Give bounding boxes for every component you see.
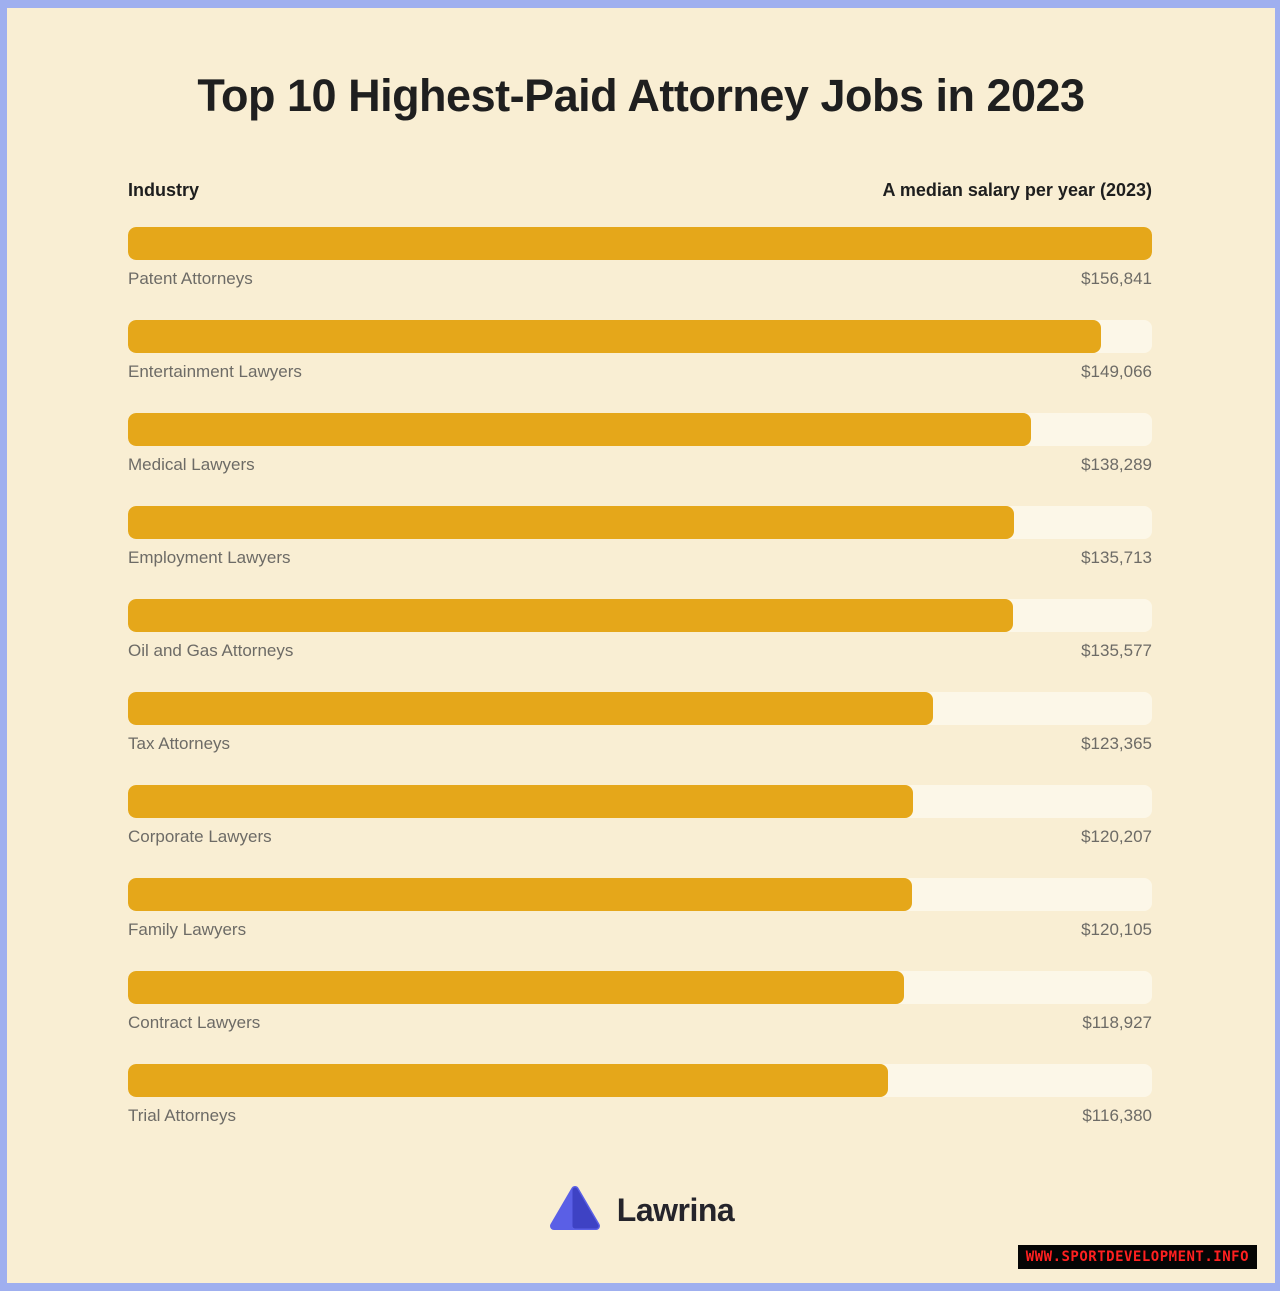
- salary-bar: [128, 413, 1031, 446]
- bar-row: Corporate Lawyers $120,207: [128, 785, 1152, 847]
- salary-bar: [128, 878, 913, 911]
- salary-bar: [128, 227, 1152, 260]
- industry-label: Employment Lawyers: [128, 548, 291, 567]
- bar-row-meta: Employment Lawyers $135,713: [128, 548, 1152, 568]
- industry-label: Medical Lawyers: [128, 455, 255, 474]
- watermark-url: WWW.SPORTDEVELOPMENT.INFO: [1017, 1245, 1257, 1269]
- bar-row: Employment Lawyers $135,713: [128, 506, 1152, 568]
- salary-bar: [128, 692, 934, 725]
- lawrina-triangle-logo-icon: [548, 1183, 602, 1238]
- footer-logo: Lawrina: [7, 1183, 1275, 1238]
- bar-row: Tax Attorneys $123,365: [128, 692, 1152, 754]
- industry-label: Entertainment Lawyers: [128, 362, 302, 381]
- industry-label: Patent Attorneys: [128, 269, 253, 288]
- salary-bar: [128, 971, 905, 1004]
- bar-row-meta: Patent Attorneys $156,841: [128, 269, 1152, 289]
- bar-track: [128, 320, 1152, 353]
- bar-row: Oil and Gas Attorneys $135,577: [128, 599, 1152, 661]
- salary-value: $123,365: [1081, 734, 1152, 753]
- bar-track: [128, 413, 1152, 446]
- bar-row-meta: Family Lawyers $120,105: [128, 920, 1152, 940]
- salary-bar: [128, 785, 913, 818]
- bar-row: Contract Lawyers $118,927: [128, 971, 1152, 1033]
- bar-row: Patent Attorneys $156,841: [128, 227, 1152, 289]
- bar-track: [128, 506, 1152, 539]
- bar-row-meta: Entertainment Lawyers $149,066: [128, 362, 1152, 382]
- salary-value: $118,927: [1082, 1013, 1152, 1032]
- salary-value: $149,066: [1081, 362, 1152, 381]
- salary-value: $156,841: [1081, 269, 1152, 288]
- salary-bar-chart: Industry A median salary per year (2023)…: [128, 180, 1152, 1126]
- column-header-industry: Industry: [128, 180, 200, 200]
- bar-track: [128, 1064, 1152, 1097]
- bar-row: Family Lawyers $120,105: [128, 878, 1152, 940]
- salary-value: $116,380: [1082, 1106, 1152, 1125]
- bar-row: Entertainment Lawyers $149,066: [128, 320, 1152, 382]
- industry-label: Oil and Gas Attorneys: [128, 641, 294, 660]
- industry-label: Corporate Lawyers: [128, 827, 272, 846]
- industry-label: Trial Attorneys: [128, 1106, 237, 1125]
- brand-name: Lawrina: [616, 1192, 735, 1228]
- infographic-canvas: Top 10 Highest-Paid Attorney Jobs in 202…: [7, 8, 1275, 1283]
- bar-track: [128, 971, 1152, 1004]
- salary-bar: [128, 599, 1014, 632]
- bar-track: [128, 692, 1152, 725]
- bar-track: [128, 227, 1152, 260]
- bar-row-meta: Tax Attorneys $123,365: [128, 734, 1152, 754]
- bar-row-meta: Contract Lawyers $118,927: [128, 1013, 1152, 1033]
- industry-label: Family Lawyers: [128, 920, 247, 939]
- bar-track: [128, 599, 1152, 632]
- bar-row: Trial Attorneys $116,380: [128, 1064, 1152, 1126]
- salary-value: $120,207: [1081, 827, 1152, 846]
- salary-bar: [128, 320, 1102, 353]
- bar-row: Medical Lawyers $138,289: [128, 413, 1152, 475]
- salary-value: $138,289: [1081, 455, 1152, 474]
- salary-bar: [128, 1064, 888, 1097]
- bar-track: [128, 878, 1152, 911]
- bar-row-meta: Oil and Gas Attorneys $135,577: [128, 641, 1152, 661]
- industry-label: Tax Attorneys: [128, 734, 231, 753]
- column-header-salary: A median salary per year (2023): [882, 180, 1152, 200]
- bar-row-meta: Trial Attorneys $116,380: [128, 1106, 1152, 1126]
- salary-bar: [128, 506, 1015, 539]
- page-title: Top 10 Highest-Paid Attorney Jobs in 202…: [197, 70, 1085, 121]
- bar-row-meta: Medical Lawyers $138,289: [128, 455, 1152, 475]
- bar-track: [128, 785, 1152, 818]
- salary-value: $120,105: [1081, 920, 1152, 939]
- bar-rows: Patent Attorneys $156,841 Entertainment …: [128, 227, 1152, 1126]
- salary-value: $135,577: [1081, 641, 1152, 660]
- salary-value: $135,713: [1081, 548, 1152, 567]
- industry-label: Contract Lawyers: [128, 1013, 261, 1032]
- chart-header: Industry A median salary per year (2023): [128, 180, 1152, 201]
- bar-row-meta: Corporate Lawyers $120,207: [128, 827, 1152, 847]
